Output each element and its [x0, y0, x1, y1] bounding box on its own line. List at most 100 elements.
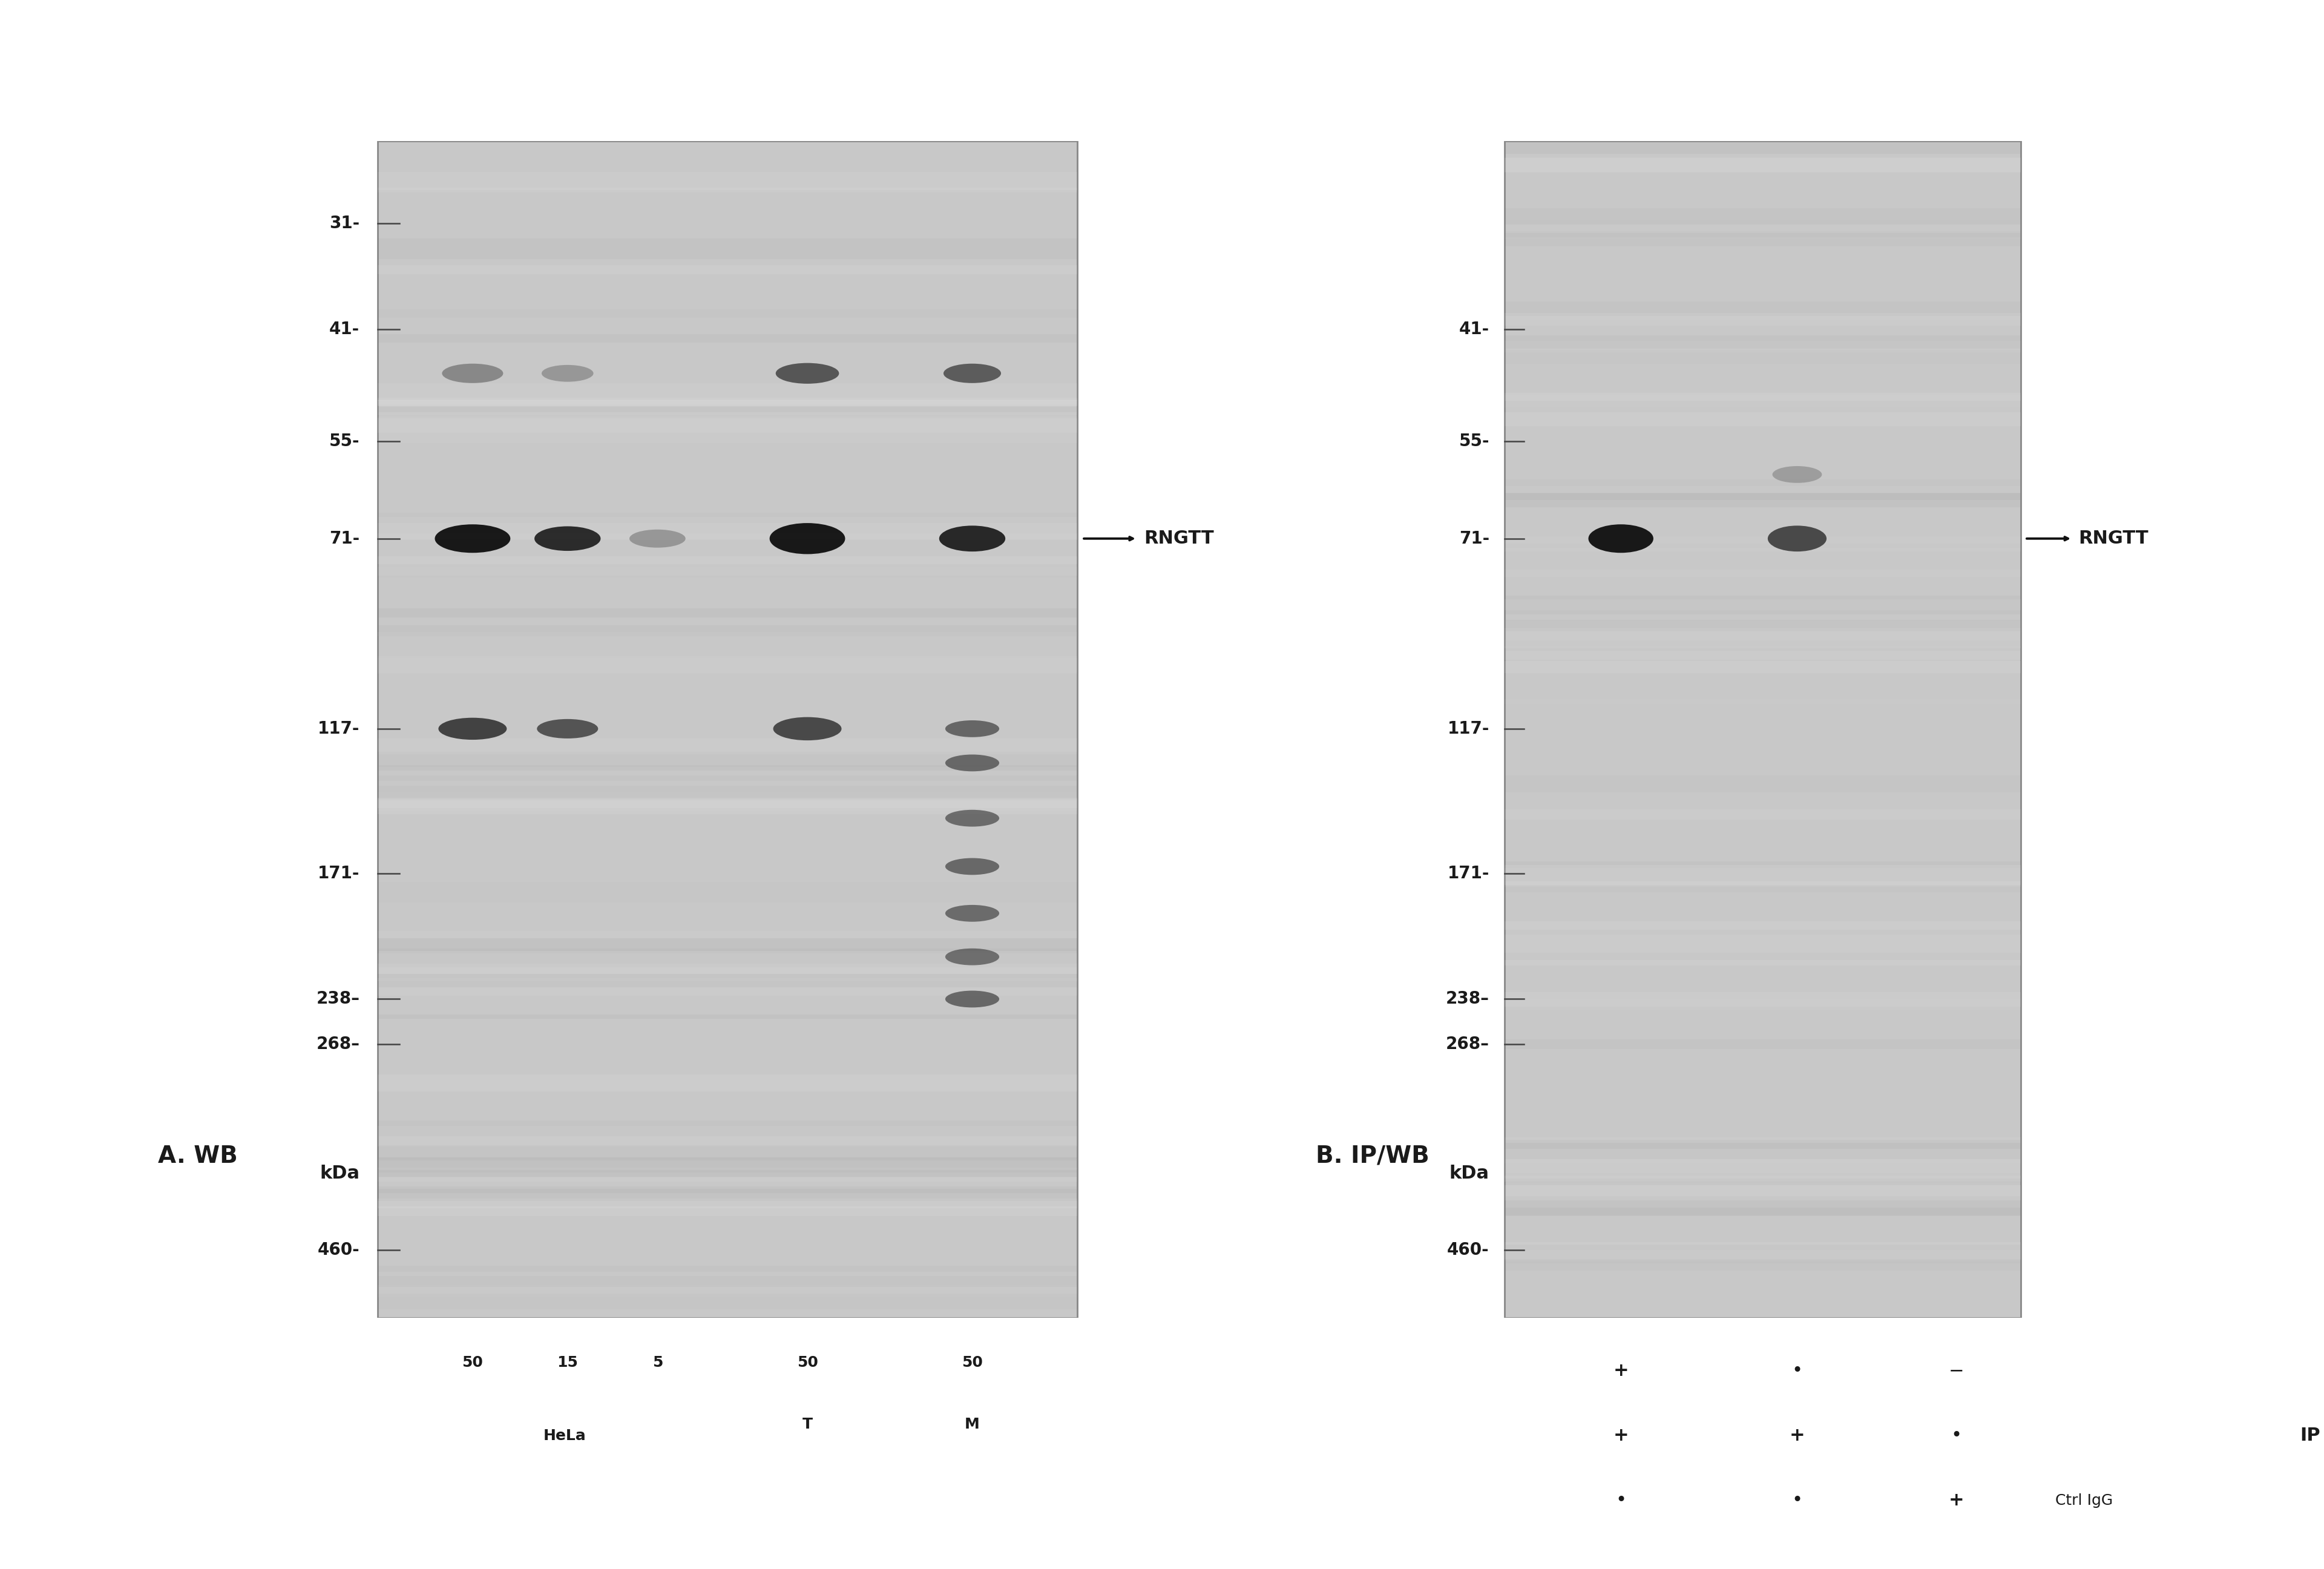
Text: 268–: 268– [1446, 1036, 1490, 1053]
Bar [376, 400, 1076, 406]
Bar [376, 1294, 1076, 1309]
Bar [1506, 1040, 2022, 1050]
Bar [376, 334, 1076, 344]
Bar [1506, 921, 2022, 929]
Ellipse shape [946, 990, 999, 1007]
Ellipse shape [769, 522, 846, 554]
Text: +: + [1789, 1426, 1806, 1445]
Text: 31-: 31- [330, 215, 360, 232]
Text: M: M [964, 1417, 981, 1431]
Bar [376, 766, 1076, 770]
Bar [376, 1189, 1076, 1194]
Bar [1506, 301, 2022, 317]
Bar [376, 792, 1076, 811]
Bar [1506, 1208, 2022, 1216]
Bar [1506, 775, 2022, 792]
Ellipse shape [774, 717, 841, 741]
Bar [376, 399, 1076, 416]
Text: •: • [1950, 1426, 1961, 1445]
Bar [376, 882, 1076, 902]
Bar [1506, 537, 2022, 552]
Text: +: + [1613, 1426, 1629, 1445]
Bar [1506, 234, 2022, 246]
Text: 15: 15 [558, 1356, 579, 1370]
Text: RNGTT: RNGTT [2078, 530, 2147, 548]
Bar [1506, 865, 2022, 885]
Bar [376, 265, 1076, 275]
Bar [1506, 661, 2022, 673]
Text: Ctrl IgG: Ctrl IgG [2054, 1494, 2113, 1508]
Bar [376, 1158, 1076, 1169]
Bar [1506, 810, 2022, 821]
Bar [1506, 1174, 2022, 1181]
Text: 5: 5 [653, 1356, 662, 1370]
Bar [1506, 935, 2022, 952]
Bar [1506, 220, 2022, 224]
Bar [376, 979, 1076, 996]
Bar [376, 1199, 1076, 1216]
Bar [376, 1285, 1076, 1298]
Bar [376, 938, 1076, 951]
Bar [1506, 413, 2022, 427]
Bar [1506, 700, 2022, 704]
Ellipse shape [946, 948, 999, 965]
Bar [376, 739, 1076, 752]
Bar [376, 609, 1076, 617]
Ellipse shape [776, 362, 839, 384]
Bar [376, 566, 1076, 576]
Text: 55-: 55- [1459, 433, 1490, 450]
Text: T: T [802, 1417, 813, 1431]
Text: 460-: 460- [318, 1241, 360, 1258]
Text: 50: 50 [462, 1356, 483, 1370]
Bar [1506, 312, 2022, 320]
Bar [1506, 157, 2022, 173]
Text: •: • [1615, 1492, 1627, 1509]
Bar [1506, 1185, 2022, 1200]
Bar [1506, 141, 2022, 1318]
Text: 268–: 268– [316, 1036, 360, 1053]
Bar [1506, 336, 2022, 348]
Text: −: − [1948, 1362, 1964, 1379]
Bar [376, 397, 1076, 406]
Bar [376, 786, 1076, 800]
FancyBboxPatch shape [621, 1334, 695, 1392]
Bar [1506, 135, 2022, 154]
Bar [376, 1186, 1076, 1207]
Bar [1506, 640, 2022, 650]
Ellipse shape [435, 524, 511, 552]
Text: 41-: 41- [1459, 322, 1490, 337]
Ellipse shape [1587, 524, 1652, 552]
Bar [1506, 1164, 2022, 1178]
Bar [1506, 220, 2022, 240]
Bar [376, 533, 1076, 540]
Bar [376, 954, 1076, 974]
Bar [1506, 493, 2022, 507]
Bar [1506, 350, 2022, 364]
Bar [376, 173, 1076, 190]
Bar [376, 930, 1076, 938]
Text: •: • [1792, 1362, 1803, 1379]
Bar [376, 557, 1076, 565]
Bar [376, 383, 1076, 400]
Bar [1506, 340, 2022, 353]
Bar [376, 566, 1076, 577]
Bar [376, 1170, 1076, 1177]
Bar [1506, 1138, 2022, 1149]
Text: 55-: 55- [330, 433, 360, 450]
Ellipse shape [946, 810, 999, 827]
Bar [1506, 620, 2022, 628]
Bar [1506, 209, 2022, 224]
Bar [1506, 570, 2022, 577]
Bar [376, 1276, 1076, 1287]
Ellipse shape [1773, 466, 1822, 483]
FancyBboxPatch shape [435, 1334, 509, 1392]
Bar [1506, 1250, 2022, 1260]
Text: 41-: 41- [330, 322, 360, 337]
Bar [1506, 158, 2022, 173]
Bar [376, 1127, 1076, 1147]
Bar [1506, 1243, 2022, 1260]
Bar [376, 775, 1076, 781]
Text: HeLa: HeLa [544, 1428, 586, 1443]
Bar [376, 1158, 1076, 1172]
Bar [1506, 1263, 2022, 1271]
